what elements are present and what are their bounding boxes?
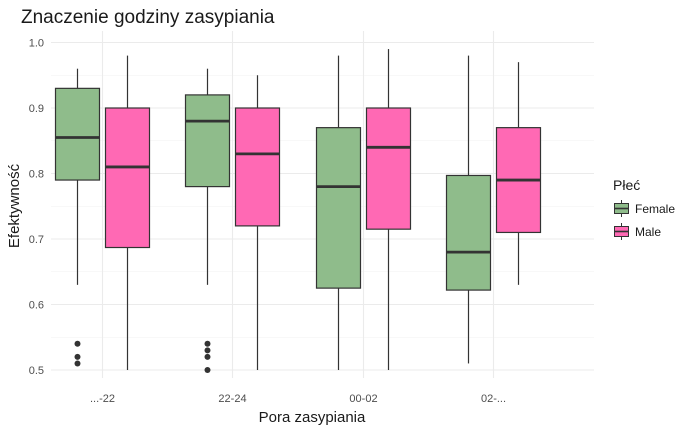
box bbox=[315, 127, 362, 289]
outlier-point bbox=[204, 340, 211, 347]
box-male bbox=[495, 62, 542, 285]
box bbox=[234, 107, 281, 227]
y-tick-label: 0.8 bbox=[29, 169, 44, 181]
x-axis-title: Pora zasypiania bbox=[259, 409, 366, 426]
box bbox=[184, 94, 231, 188]
y-tick-labels: 0.5 0.6 0.7 0.8 0.9 1.0 bbox=[29, 38, 44, 378]
box-female bbox=[315, 55, 362, 370]
y-axis-title: Efektywność bbox=[6, 163, 23, 248]
x-tick-label: 00-02 bbox=[349, 393, 377, 405]
y-tick-label: 0.6 bbox=[29, 300, 44, 312]
box bbox=[445, 174, 492, 291]
outlier-point bbox=[204, 367, 211, 373]
outlier-point bbox=[74, 353, 81, 360]
box bbox=[365, 107, 412, 230]
y-tick-label: 0.9 bbox=[29, 103, 44, 115]
x-tick-label: 02-... bbox=[481, 393, 506, 405]
box-female bbox=[445, 55, 492, 364]
box-female bbox=[54, 68, 101, 367]
box bbox=[54, 87, 101, 181]
outlier-point bbox=[74, 360, 81, 367]
box-male bbox=[234, 75, 281, 370]
legend-key-female bbox=[614, 200, 629, 217]
y-tick-label: 1.0 bbox=[29, 38, 44, 50]
legend-title: Płeć bbox=[613, 177, 640, 193]
y-tick-label: 0.7 bbox=[29, 234, 44, 246]
x-tick-labels: ...-22 22-24 00-02 02-... bbox=[90, 393, 506, 405]
x-tick-label: 22-24 bbox=[218, 393, 246, 405]
outlier-point bbox=[204, 347, 211, 354]
y-tick-label: 0.5 bbox=[29, 365, 44, 377]
box-male bbox=[104, 55, 151, 370]
outlier-point bbox=[204, 353, 211, 360]
legend: Płeć Female Male bbox=[613, 177, 675, 240]
grid bbox=[51, 31, 594, 378]
chart-title: Znaczenie godziny zasypiania bbox=[21, 7, 275, 28]
x-tick-label: ...-22 bbox=[90, 393, 115, 405]
box-male bbox=[365, 49, 412, 370]
legend-key-male bbox=[614, 223, 629, 240]
legend-label: Female bbox=[635, 202, 675, 216]
box-marks bbox=[54, 49, 542, 373]
box-female bbox=[184, 68, 231, 373]
legend-label: Male bbox=[635, 225, 661, 239]
outlier-point bbox=[74, 340, 81, 347]
box bbox=[104, 107, 151, 249]
